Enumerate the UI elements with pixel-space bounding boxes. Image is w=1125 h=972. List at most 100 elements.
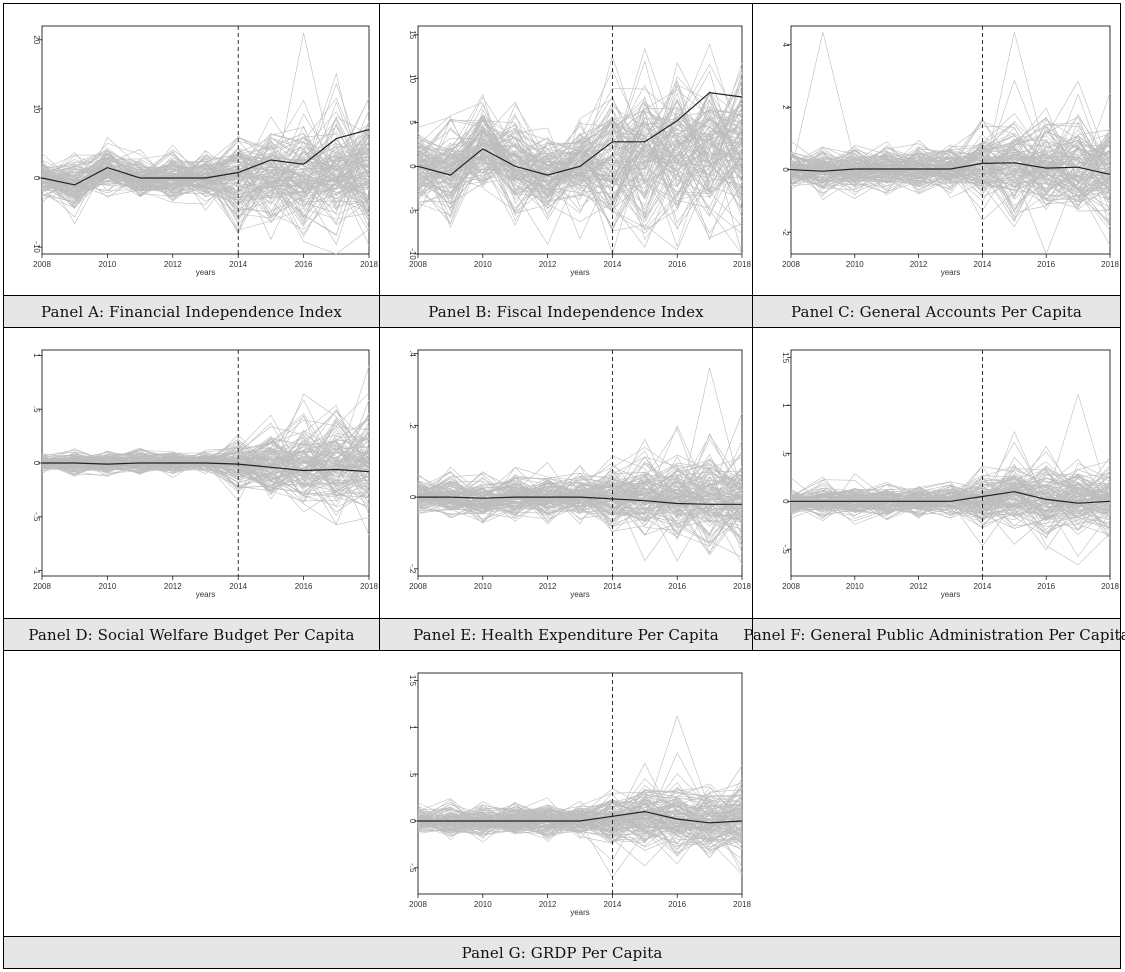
individual-series-line	[417, 127, 743, 214]
individual-series-line	[41, 156, 370, 213]
individual-series-line	[417, 98, 743, 193]
outlier-series-line	[790, 32, 1111, 187]
outlier-series-line	[417, 762, 743, 830]
individual-series-line	[417, 109, 743, 188]
individual-series-line	[790, 122, 1111, 188]
plot-area	[790, 25, 1111, 255]
individual-series-line	[417, 475, 743, 537]
x-tick-label: 2018	[733, 582, 751, 591]
panel-f-caption: Panel F: General Public Administration P…	[743, 618, 1125, 650]
outlier-series-line	[417, 367, 743, 516]
y-tick-label: 0	[408, 495, 417, 500]
y-tick-label: -.5	[408, 863, 417, 873]
panel-a-plot: 2008 2010 2012 2014 2016 2018 years -10 0 10 20	[32, 25, 378, 277]
individual-series-line	[417, 800, 743, 827]
individual-series-line	[417, 472, 743, 510]
individual-series-line	[41, 140, 370, 198]
x-axis-label: years	[941, 268, 961, 277]
individual-series-line	[417, 114, 743, 251]
individual-series-line	[790, 462, 1111, 540]
individual-series-line	[417, 63, 743, 177]
individual-series-line	[417, 797, 743, 844]
individual-series-line	[417, 481, 743, 547]
x-tick-label: 2016	[295, 260, 313, 269]
individual-series-line	[417, 102, 743, 248]
panel-d-chart: 2008 2010 2012 2014 2016 2018 years -1 -.5 0 .5 1	[4, 328, 379, 618]
individual-series-line	[790, 141, 1111, 213]
y-tick-label: .4	[408, 350, 417, 357]
y-tick-label: 0	[408, 164, 417, 169]
x-tick-label: 2014	[974, 582, 992, 591]
individual-series-line	[417, 466, 743, 518]
panel-d: 2008 2010 2012 2014 2016 2018 years -1 -.5 0 .5 1 P…	[4, 328, 380, 651]
x-tick-label: 2018	[1101, 582, 1119, 591]
individual-series-line	[417, 474, 743, 536]
individual-series-line	[790, 495, 1111, 522]
panel-d-caption: Panel D: Social Welfare Budget Per Capit…	[4, 618, 379, 650]
individual-series-line	[41, 133, 370, 207]
y-tick-label: .5	[781, 450, 790, 457]
panel-c-plot: 2008 2010 2012 2014 2016 2018 years -2 0 2 4	[781, 25, 1119, 277]
individual-series-group	[417, 43, 743, 256]
individual-series-line	[790, 479, 1111, 508]
x-tick-label: 2010	[474, 260, 492, 269]
figure-grid: 2008 2010 2012 2014 2016 2018 years -10 0 10 20 Pa…	[3, 3, 1125, 969]
individual-series-line	[417, 476, 743, 521]
x-tick-label: 2012	[539, 582, 557, 591]
individual-series-line	[417, 806, 743, 830]
x-tick-label: 2008	[782, 260, 800, 269]
outlier-series-line	[41, 409, 370, 469]
x-tick-label: 2012	[539, 260, 557, 269]
y-tick-label: 0	[408, 819, 417, 824]
panel-a: 2008 2010 2012 2014 2016 2018 years -10 0 10 20 Pa…	[4, 4, 380, 328]
individual-series-line	[417, 89, 743, 171]
y-tick-label: -10	[32, 241, 41, 253]
x-tick-label: 2008	[33, 260, 51, 269]
x-tick-label: 2014	[604, 900, 622, 909]
individual-series-line	[41, 162, 370, 197]
individual-series-group	[790, 393, 1111, 566]
panel-b: 2008 2010 2012 2014 2016 2018 years -10 -5 0 5 10 15…	[380, 4, 753, 328]
individual-series-line	[417, 107, 743, 218]
individual-series-line	[41, 156, 370, 200]
individual-series-line	[790, 474, 1111, 515]
y-tick-label: 0	[781, 499, 790, 504]
y-tick-label: -.5	[32, 512, 41, 522]
y-tick-label: -.2	[408, 564, 417, 574]
x-tick-label: 2014	[604, 582, 622, 591]
individual-series-line	[41, 162, 370, 212]
x-tick-label: 2010	[474, 900, 492, 909]
panel-f-chart: 2008 2010 2012 2014 2016 2018 years -.5 0 .5 1 1.5	[753, 328, 1120, 618]
outlier-series-line	[790, 32, 1111, 184]
individual-series-line	[417, 809, 743, 841]
individual-series-line	[417, 43, 743, 215]
x-axis-label: years	[570, 908, 590, 917]
individual-series-line	[790, 151, 1111, 203]
individual-series-line	[417, 456, 743, 524]
y-tick-label: 0	[32, 461, 41, 466]
individual-series-line	[417, 126, 743, 200]
individual-series-line	[417, 455, 743, 512]
x-tick-label: 2012	[910, 582, 928, 591]
individual-series-line	[790, 133, 1111, 206]
individual-series-group	[417, 367, 743, 565]
individual-series-line	[417, 120, 743, 215]
individual-series-line	[417, 482, 743, 526]
x-tick-label: 2018	[733, 900, 751, 909]
panel-e: 2008 2010 2012 2014 2016 2018 years -.2 0 .2 .4 Pa…	[380, 328, 753, 651]
x-tick-label: 2016	[668, 900, 686, 909]
individual-series-line	[417, 466, 743, 512]
individual-series-line	[417, 80, 743, 214]
panel-a-chart: 2008 2010 2012 2014 2016 2018 years -10 0 10 20	[4, 4, 379, 296]
x-tick-label: 2010	[99, 582, 117, 591]
individual-series-line	[417, 113, 743, 213]
x-tick-label: 2012	[164, 260, 182, 269]
individual-series-line	[41, 443, 370, 491]
individual-series-line	[41, 439, 370, 489]
y-tick-label: -.5	[781, 545, 790, 555]
panel-b-chart: 2008 2010 2012 2014 2016 2018 years -10 -5 0 5 10 15	[380, 4, 752, 296]
outlier-series-line	[790, 79, 1111, 185]
x-tick-label: 2014	[604, 260, 622, 269]
mean-series-line	[417, 91, 743, 176]
x-tick-label: 2016	[295, 582, 313, 591]
